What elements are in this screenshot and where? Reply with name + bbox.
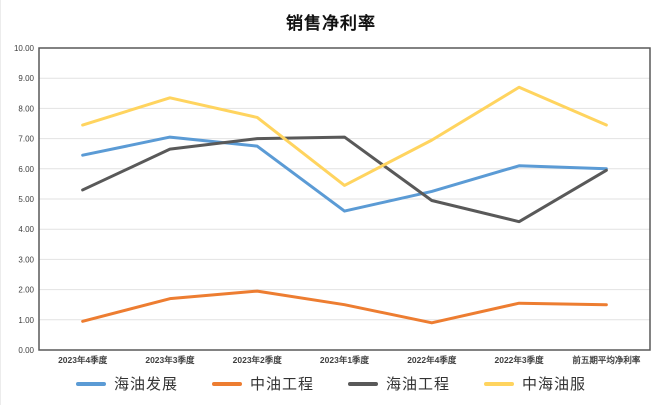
legend-label: 中海油服 xyxy=(522,376,587,393)
y-tick-label: 6.00 xyxy=(18,165,34,174)
series-line-中油工程 xyxy=(81,289,608,325)
y-tick-label: 9.00 xyxy=(18,74,34,83)
legend-line-marker xyxy=(484,381,515,386)
y-tick-label: 4.00 xyxy=(18,225,34,234)
legend-item-海油发展: 海油发展 xyxy=(75,373,178,394)
y-tick-label: 3.00 xyxy=(18,255,34,264)
y-tick-label: 1.00 xyxy=(18,316,34,325)
y-tick-label: 0.00 xyxy=(18,346,34,355)
legend-line-marker xyxy=(75,381,106,386)
legend-label: 海油工程 xyxy=(386,376,451,393)
x-category-label: 2023年1季度 xyxy=(320,355,370,365)
y-tick-label: 2.00 xyxy=(18,286,34,295)
series-line-海油工程 xyxy=(81,135,608,224)
x-category-label: 2022年4季度 xyxy=(407,355,457,365)
y-tick-label: 10.00 xyxy=(14,44,35,53)
legend-line-marker xyxy=(348,381,378,386)
x-category-label: 2023年4季度 xyxy=(58,355,108,365)
legend: 海油发展 中油工程 海油工程 中海油服 xyxy=(1,373,660,394)
legend-line-marker xyxy=(211,381,242,386)
y-tick-label: 5.00 xyxy=(18,195,34,204)
y-tick-label: 8.00 xyxy=(18,104,34,113)
x-category-label: 2023年2季度 xyxy=(233,355,283,365)
x-category-label: 2023年3季度 xyxy=(145,355,195,365)
series-line-中海油服 xyxy=(81,85,608,187)
legend-item-海油工程: 海油工程 xyxy=(348,373,450,394)
y-tick-label: 7.00 xyxy=(18,135,34,144)
x-category-label: 2022年3季度 xyxy=(495,355,545,365)
x-category-label: 前五期平均净利率 xyxy=(572,355,641,365)
legend-label: 海油发展 xyxy=(113,376,178,393)
legend-item-中海油服: 中海油服 xyxy=(484,373,586,394)
legend-label: 中油工程 xyxy=(249,376,314,393)
chart-title: 销售净利率 xyxy=(286,14,376,33)
series-line-海油发展 xyxy=(81,135,608,213)
plot-border xyxy=(38,47,651,351)
legend-item-中油工程: 中油工程 xyxy=(211,373,314,394)
